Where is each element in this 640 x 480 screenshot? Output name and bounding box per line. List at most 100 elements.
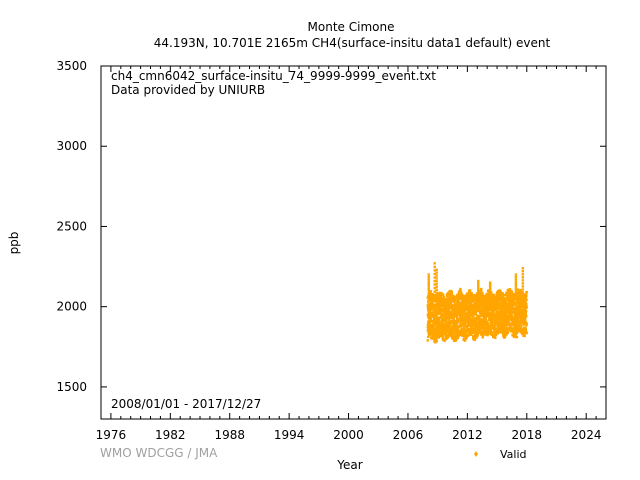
data-point (524, 316, 527, 319)
data-point (525, 322, 528, 326)
data-point (484, 323, 487, 326)
data-point (462, 305, 465, 309)
data-point (441, 334, 444, 337)
data-point (459, 314, 462, 317)
data-point (464, 331, 468, 335)
data-point (436, 308, 440, 311)
data-point-spike (477, 295, 480, 299)
data-point-spike (488, 289, 492, 292)
period-label: 2008/01/01 - 2017/12/27 (111, 397, 262, 411)
data-point (433, 300, 437, 303)
data-point (500, 297, 503, 300)
data-point (502, 301, 505, 304)
data-point (441, 332, 444, 336)
data-point (494, 327, 498, 330)
data-point-spike (435, 277, 438, 280)
data-point (503, 297, 507, 300)
data-point (492, 293, 495, 297)
data-point (486, 309, 490, 313)
data-point (435, 325, 438, 329)
data-point-spike (435, 271, 438, 274)
data-point-spike (521, 288, 525, 291)
data-point (519, 289, 522, 292)
data-point (461, 296, 464, 299)
data-point (481, 304, 484, 308)
data-point (502, 328, 505, 331)
data-point (432, 320, 436, 323)
data-point (442, 325, 446, 328)
data-point (469, 333, 473, 336)
data-point (476, 317, 480, 320)
data-point (501, 294, 504, 298)
data-point-spike (521, 294, 525, 297)
data-point (445, 333, 449, 337)
data-point (427, 335, 430, 339)
data-point (482, 315, 486, 319)
data-point (481, 323, 485, 327)
data-point-spike (514, 280, 518, 284)
data-point (454, 299, 457, 303)
data-point-spike (427, 285, 430, 288)
data-point (437, 317, 441, 321)
data-point-spike (521, 285, 525, 288)
data-point (438, 291, 441, 295)
data-point (489, 327, 493, 331)
data-point-spike (514, 287, 518, 291)
data-point (454, 334, 458, 337)
data-point (472, 315, 475, 318)
data-point (494, 336, 497, 340)
data-point (437, 296, 440, 299)
data-point (459, 304, 462, 307)
data-point (525, 303, 528, 306)
data-point-spike (435, 268, 438, 271)
data-point-spike (477, 297, 480, 300)
data-point (479, 329, 482, 332)
data-point (495, 319, 498, 322)
data-point (447, 310, 451, 313)
data-point (426, 308, 430, 312)
data-point (517, 313, 520, 316)
data-point (445, 307, 448, 311)
y-tick-label: 2500 (56, 219, 87, 233)
data-point (500, 307, 504, 311)
data-point-spike (514, 290, 518, 293)
data-point (467, 333, 470, 337)
data-point (441, 315, 444, 318)
data-point (460, 319, 464, 323)
data-point (520, 316, 524, 320)
data-point (447, 324, 450, 328)
data-point-spike (433, 269, 436, 272)
data-point (454, 339, 458, 342)
data-point (496, 300, 499, 304)
data-point-spike (521, 279, 525, 282)
data-point (443, 319, 447, 323)
data-point (491, 333, 494, 336)
data-point (525, 314, 528, 318)
data-point-spike (477, 288, 480, 292)
data-point (451, 337, 454, 340)
data-point (474, 325, 478, 328)
data-point-spike (477, 290, 480, 293)
data-point (490, 306, 493, 310)
data-point (512, 300, 516, 303)
data-point (477, 332, 480, 335)
data-point (478, 306, 481, 309)
data-point (437, 324, 440, 328)
data-point (506, 288, 510, 292)
data-point (486, 294, 489, 297)
data-point-spike (435, 291, 438, 295)
data-point (471, 308, 474, 312)
data-point (481, 313, 485, 317)
data-point (494, 313, 497, 317)
data-point (461, 303, 465, 307)
data-point-spike (515, 320, 519, 323)
data-point (484, 327, 488, 331)
data-point (462, 299, 465, 302)
data-point-spike (435, 288, 438, 292)
data-point (429, 290, 433, 293)
data-point (455, 325, 459, 328)
y-tick-label: 1500 (56, 380, 87, 394)
data-point (477, 309, 480, 313)
data-point (522, 333, 526, 336)
data-point (443, 308, 447, 312)
